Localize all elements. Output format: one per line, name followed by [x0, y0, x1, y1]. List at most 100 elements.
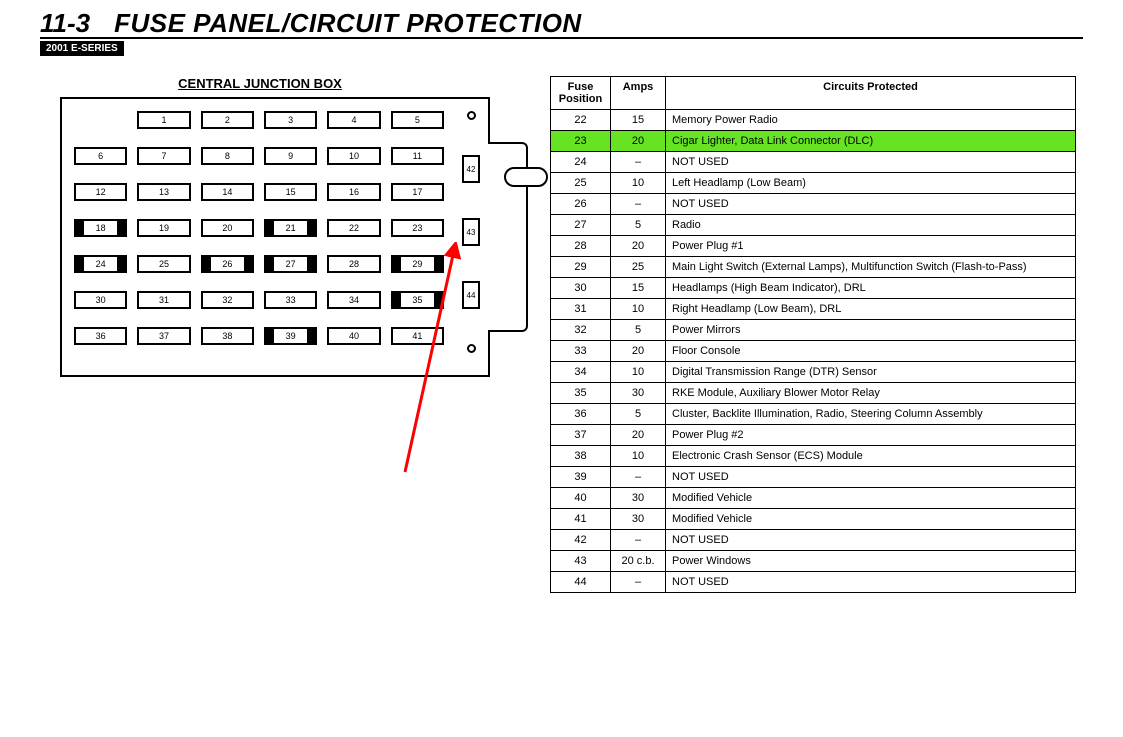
- fuse-slot-39: 39: [264, 327, 317, 345]
- fuse-slot-3: 3: [264, 111, 317, 129]
- fuse-slot-38: 38: [201, 327, 254, 345]
- cell-amps: –: [611, 152, 666, 173]
- fuse-slot-10: 10: [327, 147, 380, 165]
- col-header-position: Fuse Position: [551, 77, 611, 110]
- col-header-amps: Amps: [611, 77, 666, 110]
- fuse-slot-28: 28: [327, 255, 380, 273]
- side-fuse: 44: [462, 281, 480, 309]
- fuse-slot-9: 9: [264, 147, 317, 165]
- cell-amps: 30: [611, 383, 666, 404]
- table-row: 3015Headlamps (High Beam Indicator), DRL: [551, 278, 1076, 299]
- table-row: 39–NOT USED: [551, 467, 1076, 488]
- cell-position: 44: [551, 572, 611, 593]
- cell-position: 24: [551, 152, 611, 173]
- model-badge: 2001 E-SERIES: [40, 41, 124, 56]
- cell-amps: 30: [611, 509, 666, 530]
- cell-position: 31: [551, 299, 611, 320]
- table-row: 2925Main Light Switch (External Lamps), …: [551, 257, 1076, 278]
- cell-amps: –: [611, 572, 666, 593]
- fuse-slot-14: 14: [201, 183, 254, 201]
- fuse-slot-16: 16: [327, 183, 380, 201]
- table-row: 365Cluster, Backlite Illumination, Radio…: [551, 404, 1076, 425]
- fuse-slot-29: 29: [391, 255, 444, 273]
- page-title: FUSE PANEL/CIRCUIT PROTECTION: [114, 8, 582, 39]
- cell-amps: –: [611, 530, 666, 551]
- cell-amps: 20: [611, 425, 666, 446]
- fuse-slot-21: 21: [264, 219, 317, 237]
- cell-circuits: Power Mirrors: [666, 320, 1076, 341]
- table-row: 4320 c.b.Power Windows: [551, 551, 1076, 572]
- fuse-slot-22: 22: [327, 219, 380, 237]
- cell-amps: 25: [611, 257, 666, 278]
- fuse-slot-15: 15: [264, 183, 317, 201]
- cell-amps: 15: [611, 278, 666, 299]
- cell-circuits: Cluster, Backlite Illumination, Radio, S…: [666, 404, 1076, 425]
- fuse-slot-5: 5: [391, 111, 444, 129]
- cell-position: 23: [551, 131, 611, 152]
- table-row: 44–NOT USED: [551, 572, 1076, 593]
- fuse-slot-17: 17: [391, 183, 444, 201]
- table-row: 3720Power Plug #2: [551, 425, 1076, 446]
- cell-position: 40: [551, 488, 611, 509]
- cell-position: 39: [551, 467, 611, 488]
- table-row: 3530RKE Module, Auxiliary Blower Motor R…: [551, 383, 1076, 404]
- cell-position: 28: [551, 236, 611, 257]
- cell-amps: –: [611, 194, 666, 215]
- col-header-circuits: Circuits Protected: [666, 77, 1076, 110]
- fuse-slot-40: 40: [327, 327, 380, 345]
- cell-amps: 20: [611, 236, 666, 257]
- diagram-title: CENTRAL JUNCTION BOX: [0, 76, 530, 91]
- cell-circuits: Cigar Lighter, Data Link Connector (DLC): [666, 131, 1076, 152]
- cell-amps: 10: [611, 173, 666, 194]
- fuse-slot-12: 12: [74, 183, 127, 201]
- cell-position: 29: [551, 257, 611, 278]
- cell-amps: 10: [611, 446, 666, 467]
- cell-circuits: Memory Power Radio: [666, 110, 1076, 131]
- cell-amps: 10: [611, 299, 666, 320]
- header-rule: [40, 37, 1083, 39]
- cell-position: 36: [551, 404, 611, 425]
- cell-amps: 20 c.b.: [611, 551, 666, 572]
- fuse-grid: 1234567891011121314151617181920212223242…: [74, 111, 444, 345]
- fuse-slot-1: 1: [137, 111, 190, 129]
- cell-position: 37: [551, 425, 611, 446]
- fuse-slot-13: 13: [137, 183, 190, 201]
- fuse-slot-37: 37: [137, 327, 190, 345]
- cell-circuits: Right Headlamp (Low Beam), DRL: [666, 299, 1076, 320]
- fuse-slot-8: 8: [201, 147, 254, 165]
- fuse-slot-41: 41: [391, 327, 444, 345]
- cell-amps: 20: [611, 341, 666, 362]
- table-row: 26–NOT USED: [551, 194, 1076, 215]
- cell-circuits: Power Plug #2: [666, 425, 1076, 446]
- cell-position: 25: [551, 173, 611, 194]
- cell-position: 22: [551, 110, 611, 131]
- fuse-table: Fuse Position Amps Circuits Protected 22…: [550, 76, 1076, 593]
- cell-circuits: NOT USED: [666, 530, 1076, 551]
- table-row: 2215Memory Power Radio: [551, 110, 1076, 131]
- fuse-slot-20: 20: [201, 219, 254, 237]
- cell-position: 26: [551, 194, 611, 215]
- side-fuse: 42: [462, 155, 480, 183]
- cell-position: 43: [551, 551, 611, 572]
- cell-amps: 30: [611, 488, 666, 509]
- cell-circuits: Digital Transmission Range (DTR) Sensor: [666, 362, 1076, 383]
- mount-hole-icon: [467, 111, 476, 120]
- cell-amps: 5: [611, 404, 666, 425]
- fuse-slot-27: 27: [264, 255, 317, 273]
- fuse-slot-24: 24: [74, 255, 127, 273]
- table-row: 42–NOT USED: [551, 530, 1076, 551]
- cell-circuits: Left Headlamp (Low Beam): [666, 173, 1076, 194]
- mount-hole-icon: [467, 344, 476, 353]
- cell-position: 41: [551, 509, 611, 530]
- fuse-slot-25: 25: [137, 255, 190, 273]
- table-row: 2510Left Headlamp (Low Beam): [551, 173, 1076, 194]
- cell-circuits: Power Plug #1: [666, 236, 1076, 257]
- cell-circuits: Modified Vehicle: [666, 488, 1076, 509]
- cell-position: 35: [551, 383, 611, 404]
- cell-position: 34: [551, 362, 611, 383]
- fuse-slot-35: 35: [391, 291, 444, 309]
- table-row: 2320Cigar Lighter, Data Link Connector (…: [551, 131, 1076, 152]
- page-header: 11-3 FUSE PANEL/CIRCUIT PROTECTION 2001 …: [0, 0, 1123, 56]
- cell-amps: 20: [611, 131, 666, 152]
- cell-position: 30: [551, 278, 611, 299]
